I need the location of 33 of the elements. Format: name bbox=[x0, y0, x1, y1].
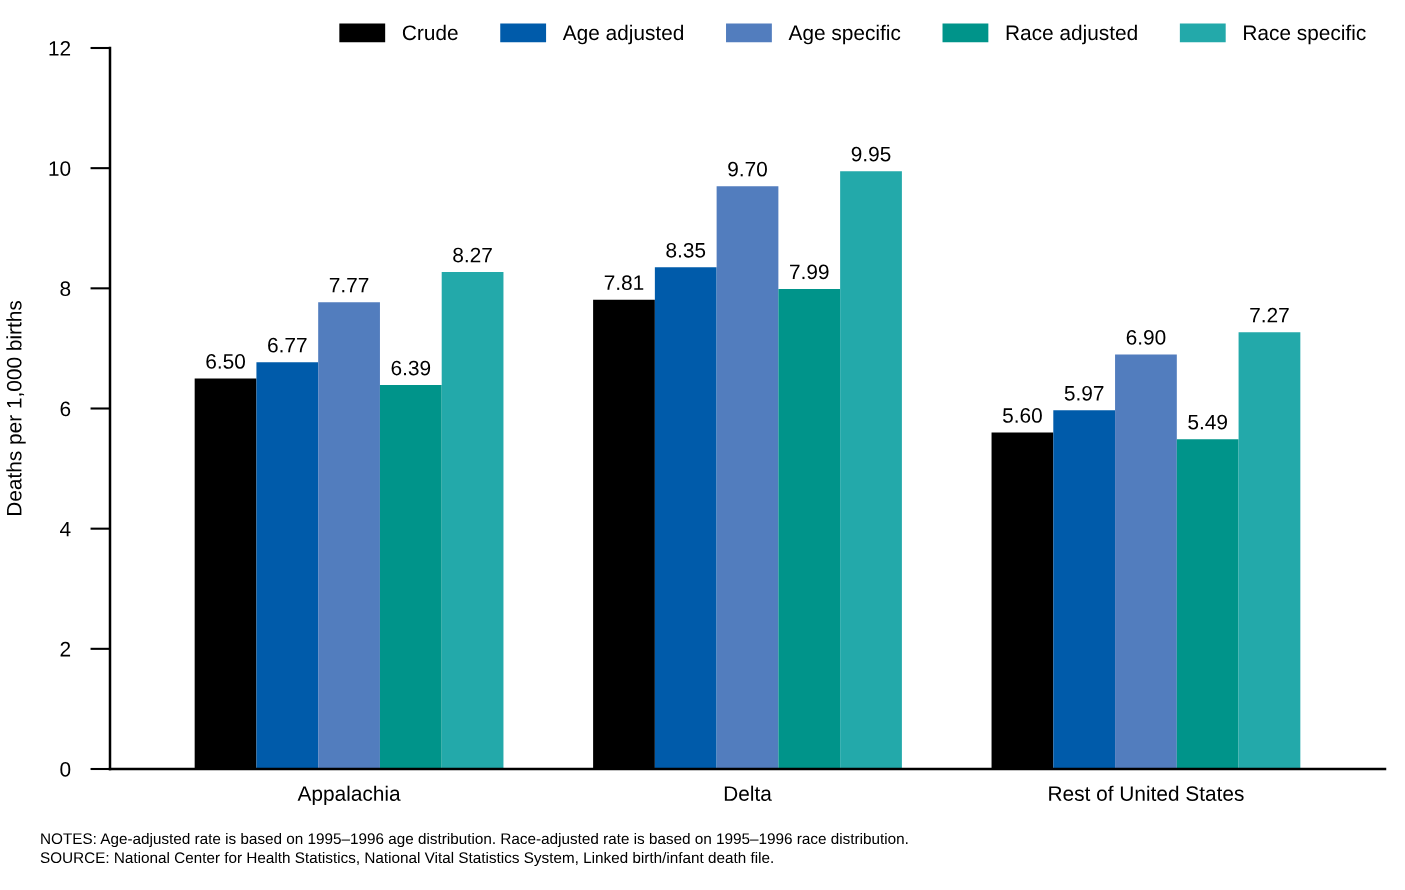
x-tick-label: Delta bbox=[724, 785, 772, 801]
data-label: 5.60 bbox=[1002, 408, 1042, 423]
data-label: 6.39 bbox=[391, 360, 431, 376]
data-label: 7.99 bbox=[790, 264, 829, 280]
source-note: SOURCE: National Center for Health Statistics, National Vital Statistics System, Linked birth/infant death file. bbox=[40, 851, 773, 867]
y-axis-title: Deaths per 1,000 births bbox=[6, 300, 26, 516]
data-label: 7.27 bbox=[1250, 307, 1289, 323]
legend-label: Race specific bbox=[1244, 24, 1366, 45]
data-label: 7.81 bbox=[604, 275, 644, 291]
y-tick-label: 6 bbox=[60, 401, 71, 417]
x-tick-label: Rest of United States bbox=[1049, 785, 1244, 801]
x-tick-label: Appalachia bbox=[297, 785, 401, 806]
y-tick-label: 4 bbox=[60, 521, 71, 537]
legend-label: Age adjusted bbox=[562, 24, 684, 45]
data-label: 6.50 bbox=[206, 354, 246, 369]
data-label: 5.49 bbox=[1188, 414, 1227, 430]
y-tick-label: 8 bbox=[60, 281, 71, 297]
data-label: 8.27 bbox=[453, 247, 492, 263]
data-label: 5.97 bbox=[1064, 385, 1104, 401]
legend-label: Race adjusted bbox=[1006, 24, 1137, 45]
data-label: 7.77 bbox=[329, 277, 369, 293]
y-tick-label: 2 bbox=[60, 641, 71, 657]
data-label: 8.35 bbox=[666, 242, 706, 258]
y-tick-label: 12 bbox=[49, 41, 71, 56]
y-tick-label: 10 bbox=[49, 161, 71, 176]
legend-label: Age specific bbox=[788, 24, 901, 45]
data-label: 9.70 bbox=[728, 161, 767, 177]
text: NOTES: Age-adjusted rate is based on 1995–1996 age distribution. Race-adjusted rate is based on 1995–1996 race distribution. bbox=[41, 832, 908, 848]
legend-label: Crude bbox=[402, 24, 458, 41]
data-label: 6.90 bbox=[1126, 330, 1166, 345]
y-tick-label: 0 bbox=[60, 762, 71, 777]
data-label: 9.95 bbox=[851, 146, 891, 162]
data-label: 6.77 bbox=[268, 337, 307, 353]
